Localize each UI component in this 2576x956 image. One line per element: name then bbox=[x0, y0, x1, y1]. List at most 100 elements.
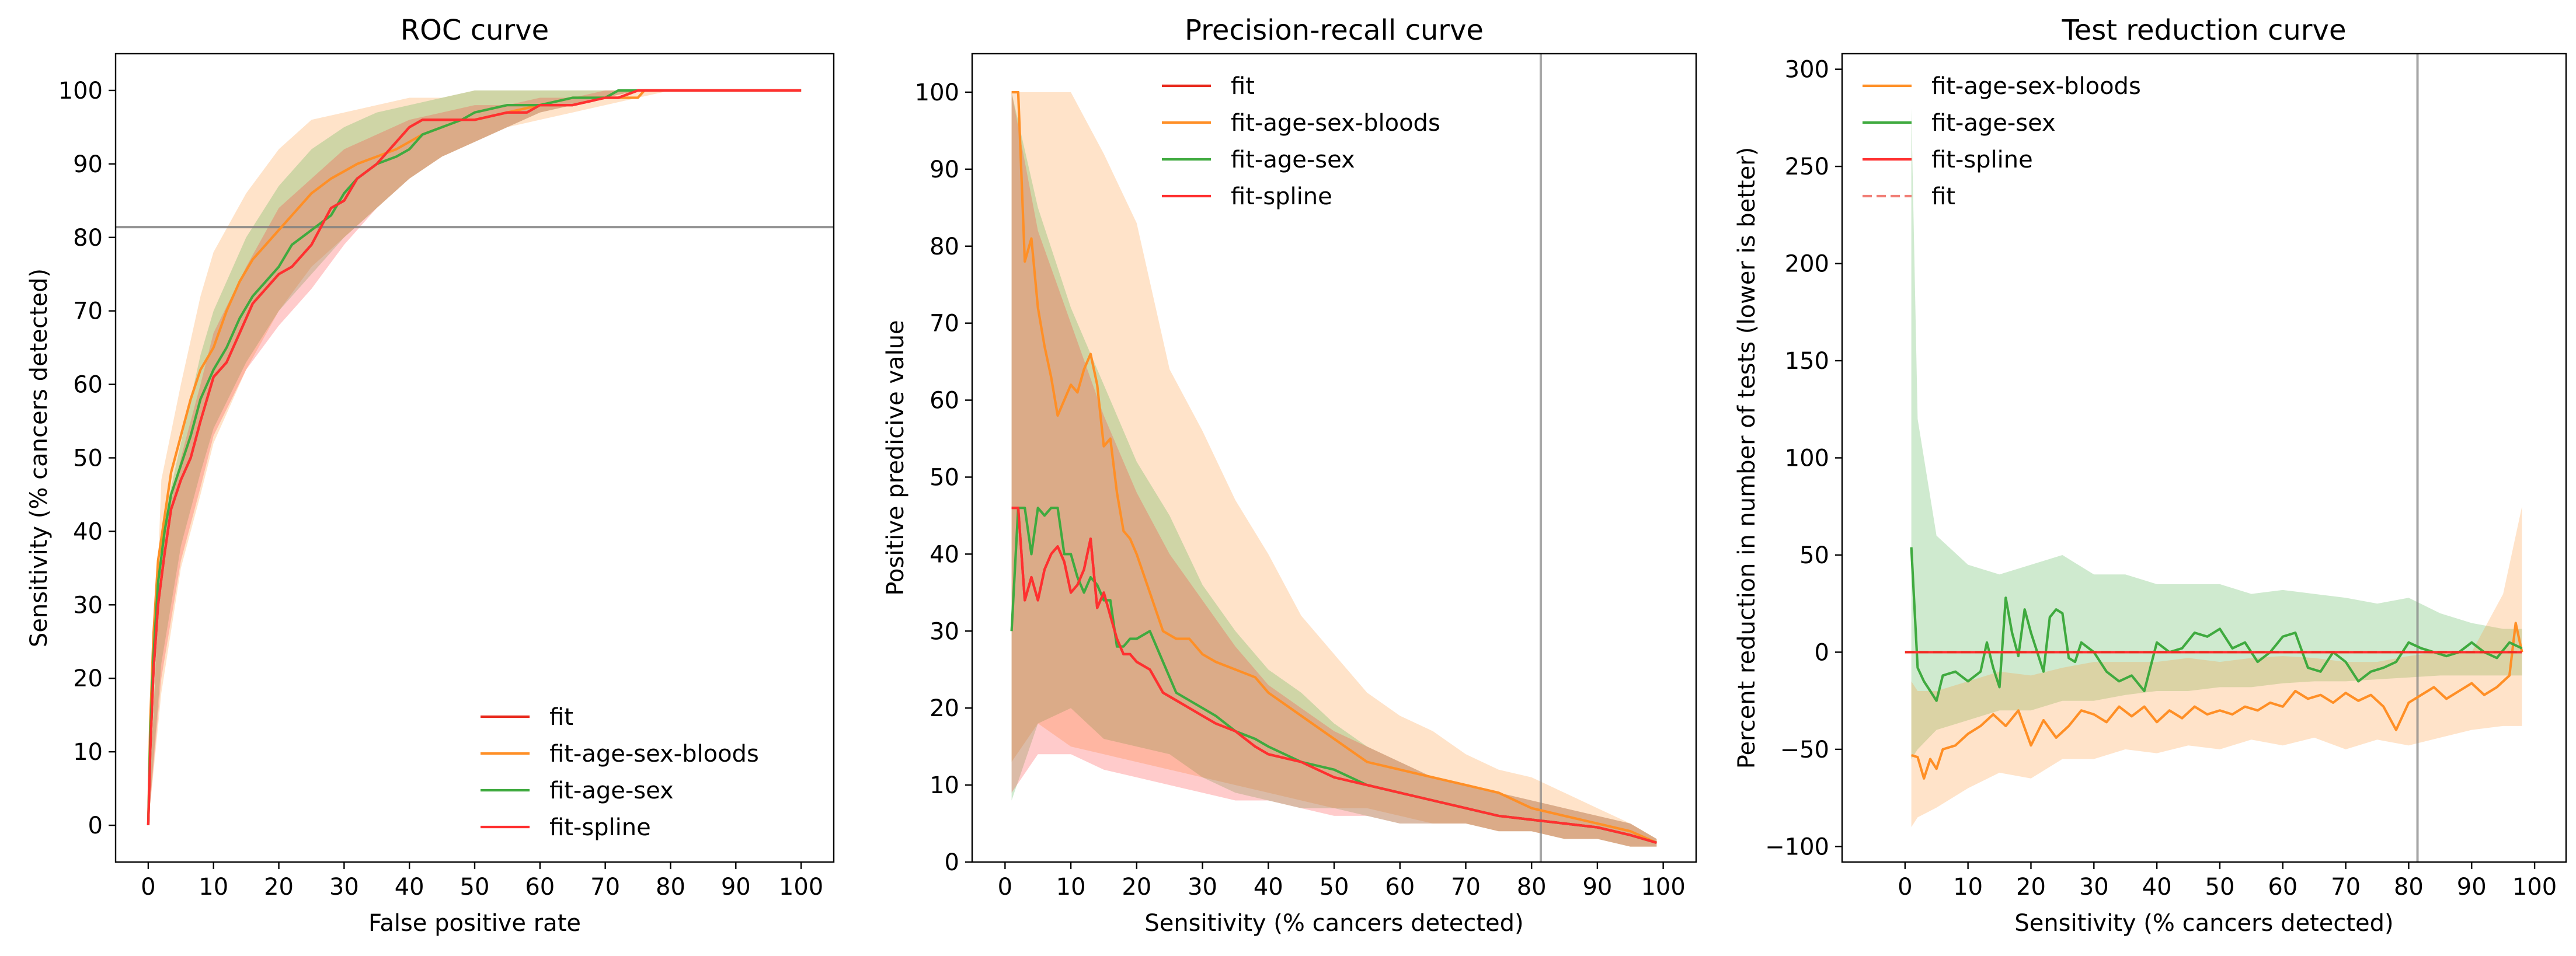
y-axis-label: Positive predicive value bbox=[882, 320, 909, 595]
chart-panel-2: 0 10 20 30 40 50 60 70 80 90 100 0 10 20 30 40 50 60 70 80 9… bbox=[882, 14, 1697, 937]
plot-area bbox=[116, 89, 834, 826]
x-axis-label: Sensitivity (% cancers detected) bbox=[1144, 910, 1523, 937]
x-tick-label: 30 bbox=[1188, 874, 1217, 901]
x-tick-label: 70 bbox=[590, 874, 620, 901]
y-tick-label: 20 bbox=[73, 665, 103, 692]
legend-label: fit bbox=[549, 704, 573, 731]
series-line-fit-spline bbox=[1011, 507, 1657, 845]
y-tick-label: 0 bbox=[88, 812, 103, 839]
y-tick-label: 90 bbox=[930, 156, 959, 183]
confidence-band-fit-age-sex-bloods bbox=[1911, 506, 2522, 828]
x-tick-label: 20 bbox=[264, 874, 294, 901]
x-tick-label: 0 bbox=[998, 874, 1012, 901]
x-tick-label: 100 bbox=[2512, 874, 2557, 901]
chart-panel-3: 0 10 20 30 40 50 60 70 80 90 100 −100 −50 0 50 100 150 20… bbox=[1733, 14, 2567, 937]
y-tick-label: 0 bbox=[1815, 639, 1829, 666]
confidence-band-fit-age-sex-bloods bbox=[1011, 92, 1657, 847]
y-axis-label: Percent reduction in number of tests (lo… bbox=[1733, 147, 1760, 769]
y-tick-label: −50 bbox=[1780, 737, 1829, 763]
chart-panel-1: 0 10 20 30 40 50 60 70 80 90 100 0 10 20 30 40 50 60 70 80 9… bbox=[26, 14, 835, 937]
y-tick-label: 40 bbox=[73, 518, 103, 545]
x-tick-label: 30 bbox=[2079, 874, 2109, 901]
legend: fit fit-age-sex-bloods fit-age-sex fit-spli… bbox=[481, 704, 759, 841]
x-axis-label: Sensitivity (% cancers detected) bbox=[2014, 910, 2393, 937]
legend-label: fit bbox=[1231, 73, 1255, 100]
y-tick-label: 100 bbox=[1785, 445, 1829, 472]
x-tick-label: 30 bbox=[329, 874, 359, 901]
x-tick-label: 0 bbox=[141, 874, 155, 901]
x-tick-label: 80 bbox=[2394, 874, 2424, 901]
y-tick-label: 200 bbox=[1785, 251, 1829, 278]
legend-label: fit-age-sex-bloods bbox=[1231, 110, 1440, 137]
y-tick-label: 60 bbox=[73, 372, 103, 399]
confidence-band-fit-spline bbox=[1011, 92, 1657, 847]
x-tick-label: 20 bbox=[2016, 874, 2046, 901]
y-tick-label: 90 bbox=[73, 151, 103, 178]
y-tick-label: 100 bbox=[58, 78, 103, 104]
legend: fit fit-age-sex-bloods fit-age-sex fit-spli… bbox=[1162, 73, 1440, 210]
x-tick-label: 80 bbox=[1517, 874, 1547, 901]
x-tick-label: 40 bbox=[2142, 874, 2172, 901]
y-tick-label: 50 bbox=[73, 445, 103, 472]
x-tick-label: 50 bbox=[460, 874, 490, 901]
x-tick-label: 70 bbox=[2331, 874, 2361, 901]
confidence-band-fit-age-sex bbox=[148, 90, 802, 825]
chart-title: Test reduction curve bbox=[2062, 14, 2347, 47]
plot-area bbox=[1905, 54, 2523, 862]
confidence-band-fit-spline bbox=[148, 90, 802, 825]
x-tick-label: 90 bbox=[2457, 874, 2487, 901]
x-tick-label: 80 bbox=[656, 874, 685, 901]
y-tick-label: 30 bbox=[73, 592, 103, 619]
legend: fit-age-sex-bloods fit-age-sex fit-spline f… bbox=[1863, 73, 2141, 210]
y-tick-label: 70 bbox=[73, 298, 103, 325]
y-tick-label: 150 bbox=[1785, 348, 1829, 375]
confidence-band-fit-age-sex-bloods bbox=[148, 90, 802, 825]
legend-label: fit-spline bbox=[1931, 146, 2033, 173]
x-tick-label: 70 bbox=[1451, 874, 1481, 901]
plot-area bbox=[1010, 54, 1658, 862]
series-line-fit-age-sex-bloods bbox=[1011, 90, 1658, 844]
confidence-band-fit-age-sex bbox=[1011, 92, 1657, 847]
y-tick-label: −100 bbox=[1765, 833, 1829, 860]
y-tick-label: 40 bbox=[930, 541, 959, 568]
x-tick-label: 60 bbox=[2268, 874, 2297, 901]
series-line-fit-age-sex-bloods bbox=[1910, 622, 2523, 780]
y-tick-label: 70 bbox=[930, 310, 959, 337]
y-tick-label: 80 bbox=[930, 233, 959, 260]
y-tick-label: 0 bbox=[945, 849, 959, 876]
x-tick-label: 10 bbox=[199, 874, 228, 901]
x-axis-label: False positive rate bbox=[368, 910, 581, 937]
y-tick-label: 80 bbox=[73, 225, 103, 252]
x-tick-label: 100 bbox=[779, 874, 823, 901]
y-tick-label: 20 bbox=[930, 695, 959, 722]
y-tick-label: 50 bbox=[1799, 542, 1829, 569]
y-axis-label: Sensitivity (% cancers detected) bbox=[26, 268, 53, 647]
y-tick-label: 100 bbox=[915, 79, 959, 106]
y-tick-label: 250 bbox=[1785, 153, 1829, 180]
x-tick-label: 40 bbox=[395, 874, 424, 901]
legend-label: fit bbox=[1931, 183, 1955, 210]
y-tick-label: 300 bbox=[1785, 57, 1829, 83]
chart-title: Precision-recall curve bbox=[1185, 14, 1484, 47]
series-line-fit-age-sex bbox=[1910, 547, 2523, 702]
legend-label: fit-age-sex bbox=[1231, 146, 1355, 173]
x-tick-label: 90 bbox=[721, 874, 751, 901]
y-tick-label: 10 bbox=[73, 739, 103, 766]
x-tick-label: 40 bbox=[1254, 874, 1283, 901]
y-tick-label: 10 bbox=[930, 772, 959, 799]
series-line-fit-spline bbox=[147, 89, 802, 826]
x-tick-label: 20 bbox=[1122, 874, 1151, 901]
x-tick-label: 100 bbox=[1641, 874, 1685, 901]
confidence-band-fit-age-sex bbox=[1911, 108, 2522, 759]
legend-label: fit-age-sex bbox=[1931, 110, 2056, 137]
legend-label: fit-spline bbox=[1231, 183, 1332, 210]
y-tick-label: 30 bbox=[930, 618, 959, 645]
x-tick-label: 60 bbox=[525, 874, 555, 901]
x-tick-label: 60 bbox=[1385, 874, 1415, 901]
x-tick-label: 50 bbox=[2205, 874, 2235, 901]
x-tick-label: 10 bbox=[1056, 874, 1086, 901]
x-tick-label: 50 bbox=[1320, 874, 1349, 901]
legend-label: fit-age-sex bbox=[549, 777, 674, 804]
chart-title: ROC curve bbox=[401, 14, 549, 47]
